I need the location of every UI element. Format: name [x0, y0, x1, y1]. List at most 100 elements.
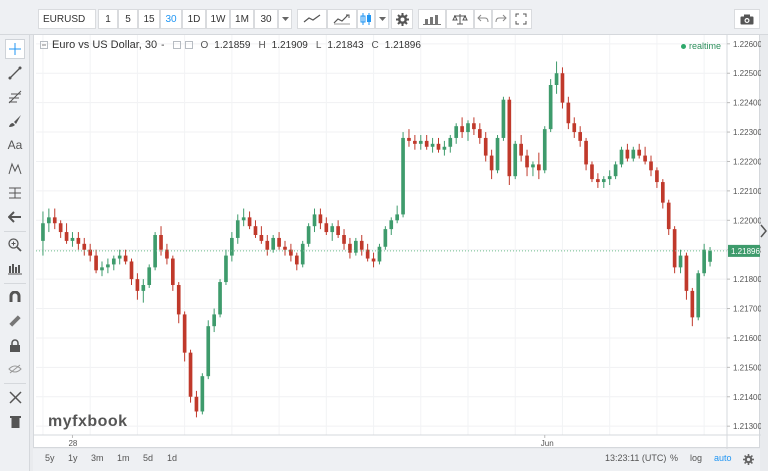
fib-tool[interactable]: [5, 87, 25, 107]
hide-drawings-tool[interactable]: [5, 359, 25, 379]
candle-body: [170, 258, 175, 285]
chart-type-dropdown[interactable]: [375, 9, 389, 29]
candle-body: [413, 140, 417, 144]
time-axis: 28 Jun: [34, 434, 761, 448]
interval-5-button[interactable]: 5: [118, 9, 138, 29]
y-tick-label: 1.22600: [733, 40, 761, 49]
ruler-tool[interactable]: [5, 311, 25, 331]
current-price-badge: [728, 244, 760, 257]
crosshair-tool[interactable]: [5, 39, 25, 59]
fib-icon: [8, 90, 22, 104]
candle-body: [200, 376, 205, 412]
bars-icon: [8, 264, 22, 275]
interval-custom-button[interactable]: 30: [254, 9, 278, 29]
line-chart-button[interactable]: [297, 9, 327, 29]
range-1d-button[interactable]: 1d: [167, 453, 178, 463]
candle-body: [253, 226, 258, 235]
percent-scale-toggle[interactable]: %: [670, 453, 679, 463]
symbol-label: EURUSD: [43, 13, 86, 25]
candle-body: [507, 99, 512, 177]
trash-icon: [9, 415, 21, 428]
range-3m-button[interactable]: 3m: [91, 453, 104, 463]
range-5d-button[interactable]: 5d: [143, 453, 154, 463]
compare-button[interactable]: [418, 9, 446, 29]
legend-settings-icon[interactable]: [172, 41, 181, 49]
candle-body: [696, 273, 701, 318]
interval-30-button[interactable]: 30: [160, 9, 182, 29]
settings-button[interactable]: [391, 9, 413, 29]
bars-pattern-tool[interactable]: [5, 259, 25, 279]
redo-button[interactable]: [492, 9, 510, 29]
candle-body: [401, 137, 405, 215]
brush-tool[interactable]: [5, 111, 25, 131]
candle-body: [41, 223, 45, 241]
candle-body: [666, 202, 671, 230]
candle-body: [365, 249, 370, 259]
candle-body: [336, 226, 340, 235]
snapshot-button[interactable]: [734, 9, 760, 29]
y-tick-label: 1.22100: [733, 187, 761, 196]
legend-close-icon[interactable]: [184, 41, 193, 49]
lock-icon: [10, 338, 20, 352]
text-tool[interactable]: Aa: [5, 135, 25, 155]
zoom-tool[interactable]: [5, 235, 25, 255]
chevron-down-icon: [281, 16, 289, 21]
y-tick-label: 1.21600: [733, 334, 761, 343]
fullscreen-button[interactable]: [510, 9, 532, 29]
undo-button[interactable]: [474, 9, 492, 29]
interval-1-button[interactable]: 1: [98, 9, 118, 29]
magnet-tool[interactable]: [5, 287, 25, 307]
trash-button[interactable]: [5, 411, 25, 431]
scales-button[interactable]: [446, 9, 474, 29]
lock-tool[interactable]: [5, 335, 25, 355]
interval-1w-button[interactable]: 1W: [206, 9, 230, 29]
interval-1m-button[interactable]: 1M: [230, 9, 254, 29]
chart-pane[interactable]: 1.22600 1.22500 1.22400 1.22300 1.22200 1.221…: [33, 34, 761, 449]
candle-body: [147, 267, 152, 285]
log-scale-toggle[interactable]: log: [690, 453, 703, 463]
camera-icon: [740, 14, 754, 24]
candle-body: [454, 126, 459, 138]
range-1m-button[interactable]: 1m: [117, 453, 130, 463]
x-tick-label: Jun: [541, 439, 554, 448]
auto-scale-toggle[interactable]: auto: [714, 453, 732, 463]
candle-body: [52, 217, 57, 224]
interval-1d-button[interactable]: 1D: [182, 9, 206, 29]
pattern-tool[interactable]: [5, 159, 25, 179]
measure-tool[interactable]: [5, 183, 25, 203]
toolbar-divider: [4, 383, 26, 384]
price-chart[interactable]: 1.22600 1.22500 1.22400 1.22300 1.22200 1.221…: [34, 35, 761, 449]
x-tick-label: 28: [68, 439, 77, 448]
range-5y-button[interactable]: 5y: [45, 453, 55, 463]
candle-body: [265, 240, 270, 250]
range-1y-button[interactable]: 1y: [68, 453, 78, 463]
close-value: 1.21896: [384, 39, 421, 51]
indicator-button[interactable]: [327, 9, 357, 29]
text-icon: Aa: [7, 138, 23, 152]
gear-icon: [395, 12, 409, 26]
remove-tools-icon: [8, 390, 22, 404]
candle-body: [300, 243, 305, 265]
candle-body: [501, 99, 506, 138]
candle-body: [395, 214, 399, 221]
candlestick-button[interactable]: [357, 9, 375, 29]
collapse-legend-icon[interactable]: [40, 41, 48, 49]
redo-icon: [495, 14, 507, 23]
candle-body: [206, 326, 211, 377]
scroll-right-icon[interactable]: [760, 224, 768, 238]
zoom-in-icon: [8, 238, 22, 252]
crosshair-icon: [9, 43, 21, 55]
candle-body: [537, 164, 541, 171]
arrow-tool[interactable]: [5, 207, 25, 227]
trend-line-tool[interactable]: [5, 63, 25, 83]
remove-tools-button[interactable]: [5, 387, 25, 407]
candle-body: [708, 250, 712, 262]
candle-body: [578, 132, 583, 141]
candle-body: [590, 164, 594, 180]
candle-body: [354, 240, 358, 253]
candle-body: [525, 155, 529, 168]
symbol-search-input[interactable]: EURUSD: [38, 9, 96, 29]
interval-dropdown-button[interactable]: [278, 9, 292, 29]
interval-15-button[interactable]: 15: [138, 9, 160, 29]
scale-settings-icon[interactable]: [743, 454, 754, 465]
